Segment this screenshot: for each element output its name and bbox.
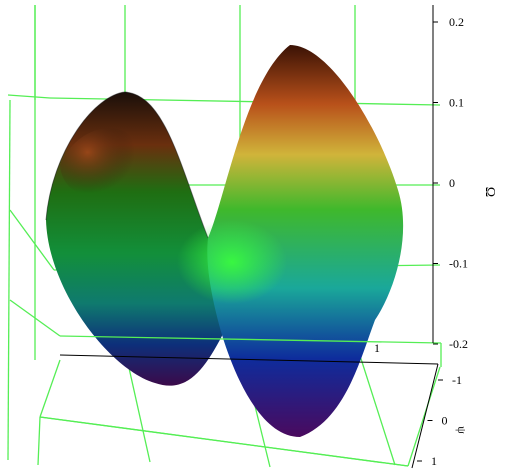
- y-ticks: -1 0 1: [417, 373, 462, 468]
- surface-left-highlight: [60, 128, 139, 197]
- grid-line: [37, 416, 41, 466]
- x-axis-line: [59, 354, 439, 365]
- z-tick-label: 0.2: [449, 15, 464, 29]
- surface: [45, 45, 404, 437]
- y-tick-label: 1: [431, 454, 437, 468]
- z-tick-label: -0.1: [449, 257, 468, 271]
- y-tick-label: 0: [442, 414, 448, 428]
- front-frame: [39, 335, 442, 467]
- z-tick-label: 0: [449, 176, 455, 190]
- z-ticks: 0.2 0.1 0 -0.1 -0.2: [433, 15, 468, 351]
- z-tick-label: -0.2: [449, 337, 468, 351]
- grid-line: [354, 339, 396, 466]
- y-axis-unit: ψ: [455, 426, 469, 434]
- surface-saddle-glow: [177, 220, 287, 304]
- grid-line: [9, 299, 61, 337]
- grid-line: [7, 94, 51, 99]
- grid-line: [9, 209, 55, 271]
- y-axis-line: [411, 363, 439, 469]
- grid-line: [7, 99, 11, 461]
- z-axis-unit: Ω: [482, 187, 497, 197]
- surface-outline: [45, 91, 209, 239]
- y-tick-label: -1: [452, 373, 462, 387]
- z-tick-label: 0.1: [449, 96, 464, 110]
- x-ticks: 1: [374, 341, 380, 355]
- x-tick-label: 1: [374, 341, 380, 355]
- grid-line: [39, 359, 61, 418]
